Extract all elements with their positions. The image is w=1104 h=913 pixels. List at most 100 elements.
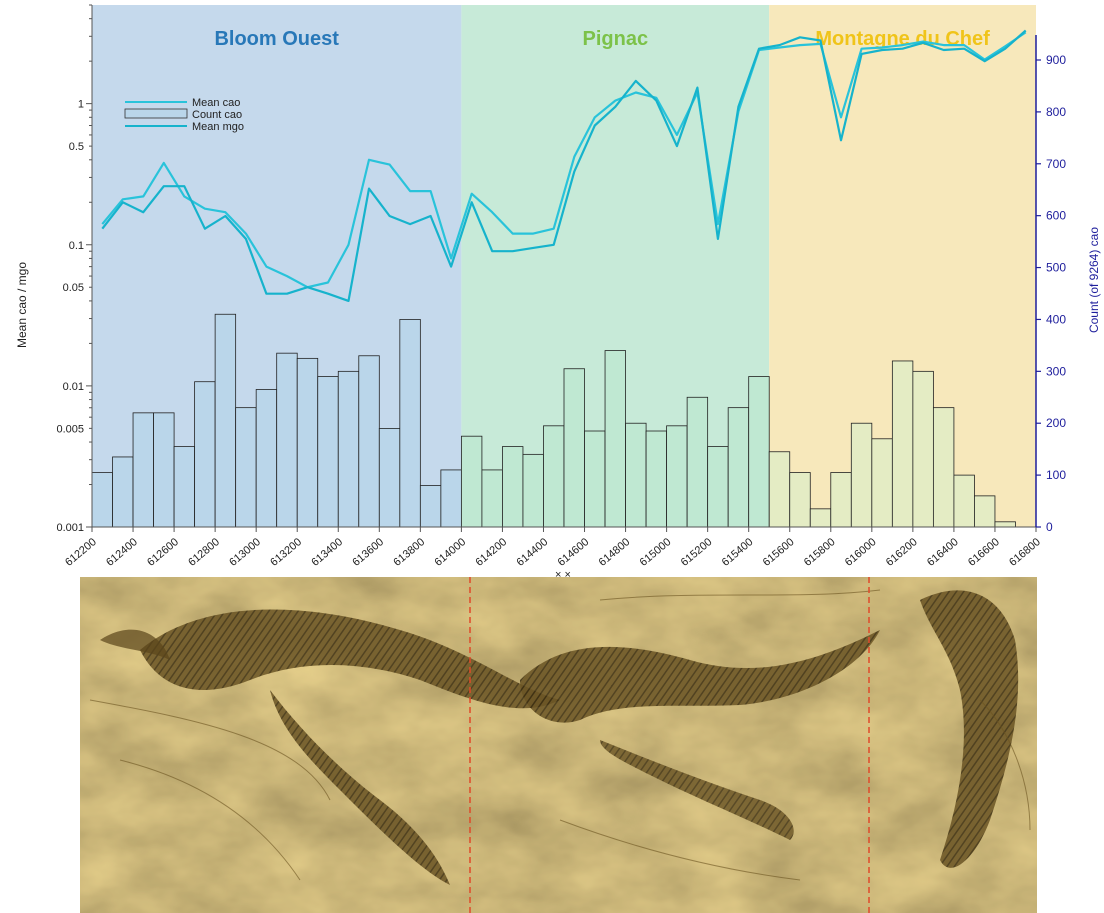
count-bar <box>850 422 873 528</box>
count-bar <box>727 407 750 528</box>
count-bar <box>891 360 914 528</box>
count-bar <box>543 425 565 528</box>
y-right-tick-label: 800 <box>1046 105 1066 119</box>
y-left-tick-label: 0.001 <box>56 522 84 534</box>
count-bar <box>584 430 606 528</box>
count-bar <box>132 412 154 528</box>
x-tick-label: 612800 <box>186 536 222 569</box>
x-tick-label: 613200 <box>268 536 304 569</box>
x-tick-label: 613400 <box>309 536 345 569</box>
count-bar <box>912 370 934 528</box>
mean-lines <box>101 29 1027 302</box>
y-right-tick-label: 900 <box>1046 53 1066 67</box>
region-title: Bloom Ouest <box>214 28 339 50</box>
count-bar <box>522 453 544 528</box>
x-tick-label: 615800 <box>802 536 838 569</box>
x-tick-label: 614400 <box>515 536 551 569</box>
y-left-tick-label: 0.05 <box>63 282 84 294</box>
count-bar <box>173 446 196 528</box>
x-tick-label: 616000 <box>843 536 879 569</box>
count-bar <box>91 472 113 528</box>
count-bar <box>809 508 832 528</box>
count-bar <box>378 428 401 528</box>
count-bar <box>502 446 524 528</box>
count-bar <box>194 381 216 528</box>
y-left-tick-label: 0.5 <box>69 141 84 153</box>
count-bar <box>399 319 421 528</box>
x-tick-label: 615400 <box>720 536 756 569</box>
x-tick-label: 613800 <box>391 536 427 569</box>
count-bar <box>460 435 483 528</box>
x-tick-label: 615600 <box>761 536 797 569</box>
x-tick-label: 614600 <box>556 536 592 569</box>
count-bar <box>789 472 811 528</box>
y-right-tick-label: 400 <box>1046 312 1066 326</box>
x-tick-label: 614200 <box>473 536 509 569</box>
axis-marker-glyph: × × <box>555 569 571 581</box>
x-tick-label: 614000 <box>432 536 468 569</box>
count-bar <box>604 350 626 528</box>
x-tick-label: 616600 <box>966 536 1002 569</box>
count-bar <box>214 313 237 528</box>
count-bar <box>276 352 298 528</box>
x-tick-label: 613000 <box>227 536 263 569</box>
count-bar <box>358 355 380 528</box>
count-bar <box>317 376 339 528</box>
count-bar <box>440 469 462 528</box>
count-bar <box>830 472 852 528</box>
legend-swatch-bar <box>124 108 188 119</box>
x-tick-label: 613600 <box>350 536 386 569</box>
count-bar <box>255 389 278 528</box>
y-right-tick-label: 600 <box>1046 209 1066 223</box>
x-tick-label: 614800 <box>597 536 633 569</box>
x-tick-label: 616200 <box>884 536 920 569</box>
y-right-tick-label: 500 <box>1046 261 1066 275</box>
y-right-tick-label: 0 <box>1046 520 1053 534</box>
y-left-tick-label: 0.1 <box>69 240 84 252</box>
count-bar <box>153 412 175 528</box>
count-bar <box>666 425 688 528</box>
count-bar <box>481 469 503 528</box>
count-bar <box>645 430 668 528</box>
count-bar <box>707 446 729 528</box>
x-tick-label: 612600 <box>145 536 181 569</box>
mean-mgo-line <box>101 29 1027 302</box>
count-bar <box>871 438 893 528</box>
count-bar <box>419 485 442 528</box>
x-tick-label: 615000 <box>638 536 674 569</box>
legend-label: Mean cao <box>192 97 240 109</box>
x-tick-label: 612200 <box>63 536 99 569</box>
x-tick-label: 616800 <box>1007 536 1043 569</box>
count-bar <box>686 396 709 528</box>
y-axis-left-label: Mean cao / mgo <box>15 262 29 348</box>
count-bar <box>112 456 134 528</box>
count-bar <box>932 407 955 528</box>
x-tick-label: 616400 <box>925 536 961 569</box>
y-axis-right-label: Count (of 9264) cao <box>1087 227 1101 333</box>
terrain-map-image <box>80 577 1037 913</box>
legend-label: Mean mgo <box>192 121 244 133</box>
count-bar <box>994 521 1016 528</box>
region-title: Montagne du Chef <box>815 28 990 50</box>
y-left-tick-label: 0.01 <box>63 381 84 393</box>
y-left-tick-label: 1 <box>78 99 84 111</box>
y-right-tick-label: 300 <box>1046 364 1066 378</box>
count-bar <box>296 357 319 528</box>
count-bar <box>768 451 791 528</box>
x-tick-label: 615200 <box>679 536 715 569</box>
region-title: Pignac <box>583 28 649 50</box>
count-bar <box>625 422 647 528</box>
count-bar <box>563 368 585 528</box>
legend-label: Count cao <box>192 109 242 121</box>
y-right-tick-label: 200 <box>1046 416 1066 430</box>
mean-cao-line <box>101 31 1027 289</box>
y-right-tick-label: 100 <box>1046 468 1066 482</box>
count-bars <box>91 313 1016 528</box>
y-left-tick-label: 0.005 <box>56 423 84 435</box>
count-bar <box>974 495 996 528</box>
count-bar <box>748 376 770 528</box>
x-tick-label: 612400 <box>104 536 140 569</box>
